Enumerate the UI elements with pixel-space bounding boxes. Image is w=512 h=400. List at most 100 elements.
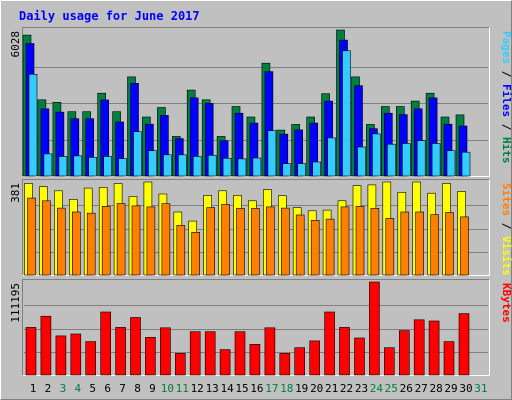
bar-kbytes (369, 281, 380, 376)
bar-sites (295, 214, 305, 276)
x-tick-label: 22 (340, 382, 353, 395)
bar-sites (161, 203, 171, 276)
bar-sites (146, 206, 156, 276)
x-tick-label: 19 (295, 382, 308, 395)
y-tick-label: 381 (9, 183, 22, 203)
bar-kbytes (85, 341, 96, 376)
bar-kbytes (219, 349, 231, 376)
bar-sites (340, 206, 350, 276)
bar-sites (251, 208, 260, 276)
x-tick-label: 14 (220, 382, 234, 395)
x-tick-label: 27 (415, 382, 428, 395)
legend-entry: / (500, 64, 512, 84)
bar-kbytes (428, 320, 440, 376)
x-tick-label: 2 (45, 382, 52, 395)
bar-kbytes (189, 331, 201, 376)
bar-pages (342, 50, 351, 177)
legend-entry: / (500, 216, 512, 236)
bar-sites (116, 203, 126, 276)
bar-pages (416, 140, 426, 177)
x-tick-label: 4 (74, 382, 81, 395)
bar-sites (385, 218, 395, 276)
bar-kbytes (234, 331, 246, 376)
bar-pages (431, 143, 441, 177)
bar-kbytes (383, 347, 395, 376)
bar-pages (386, 143, 396, 177)
x-tick-label: 12 (191, 382, 204, 395)
bar-sites (445, 212, 454, 276)
bar-pages (43, 153, 53, 177)
bar-kbytes (279, 353, 291, 376)
bar-kbytes (264, 327, 276, 376)
bar-kbytes (294, 347, 306, 376)
bar-pages (192, 156, 202, 177)
bar-kbytes (145, 336, 156, 376)
series-pages (28, 50, 471, 177)
bar-pages (461, 151, 471, 177)
bar-pages (28, 74, 38, 177)
x-tick-label: 28 (429, 382, 442, 395)
bar-pages (103, 156, 112, 177)
panel-pages-files-hits: 6028 Pages / Files / Hits (9, 27, 512, 177)
bar-kbytes (160, 327, 171, 376)
bar-pages (312, 161, 322, 177)
legend-entry: Pages (500, 31, 512, 64)
bar-pages (297, 163, 307, 177)
bar-sites (400, 211, 410, 276)
bar-sites (355, 206, 365, 276)
x-tick-label: 10 (161, 382, 174, 395)
bar-sites (72, 211, 81, 276)
bar-sites (325, 218, 335, 276)
series-kbytes (25, 281, 470, 376)
bar-pages (148, 150, 157, 177)
bar-pages (237, 158, 247, 177)
bar-pages (73, 155, 83, 177)
panel-bevel-light (22, 179, 490, 276)
bar-sites (101, 206, 111, 276)
bar-pages (58, 156, 68, 177)
bar-sites (310, 220, 320, 276)
x-tick-label: 5 (89, 382, 96, 395)
bar-sites (176, 225, 186, 276)
bar-pages (118, 158, 127, 177)
bar-sites (27, 197, 36, 276)
x-tick-label: 9 (149, 382, 156, 395)
bar-sites (42, 200, 51, 276)
bar-sites (131, 205, 141, 276)
bar-pages (252, 157, 262, 177)
x-tick-label: 29 (444, 382, 457, 395)
bar-kbytes (309, 340, 321, 376)
panel-visits-sites: 381 Sites / Visits (9, 179, 512, 276)
bar-sites (236, 208, 245, 276)
x-axis: 1 2 3 4 5 6 7 8 9 10 11 12 13 14 15 16 17 18 19 20 21 22 23 24 2… (30, 382, 488, 395)
x-tick-label: 24 (370, 382, 384, 395)
series-files (25, 39, 468, 177)
bar-kbytes (458, 313, 470, 376)
panel-legend: Sites / Visits (500, 183, 512, 276)
bar-pages (178, 154, 187, 177)
legend-entry: KBytes (500, 283, 512, 323)
x-tick-label: 8 (134, 382, 141, 395)
panel-legend: KBytes (500, 283, 512, 323)
bar-sites (221, 204, 230, 276)
bar-sites (370, 208, 380, 276)
panel-bevel-dark (22, 279, 490, 376)
x-tick-label: 6 (104, 382, 111, 395)
bar-kbytes (354, 337, 365, 376)
bar-sites (86, 212, 96, 276)
bar-kbytes (100, 311, 111, 376)
bar-kbytes (175, 353, 186, 376)
x-tick-label: 20 (310, 382, 323, 395)
bar-pages (88, 157, 97, 177)
bar-pages (207, 155, 217, 177)
x-tick-label: 23 (355, 382, 368, 395)
bar-kbytes (55, 335, 67, 376)
bar-pages (446, 150, 456, 177)
panel-kbytes: 111195 KBytes (9, 279, 512, 376)
x-tick-label: 1 (30, 382, 37, 395)
bar-kbytes (398, 330, 410, 376)
bar-kbytes (204, 331, 216, 376)
bar-kbytes (324, 311, 335, 376)
x-tick-label: 3 (60, 382, 67, 395)
bar-pages (372, 133, 381, 177)
